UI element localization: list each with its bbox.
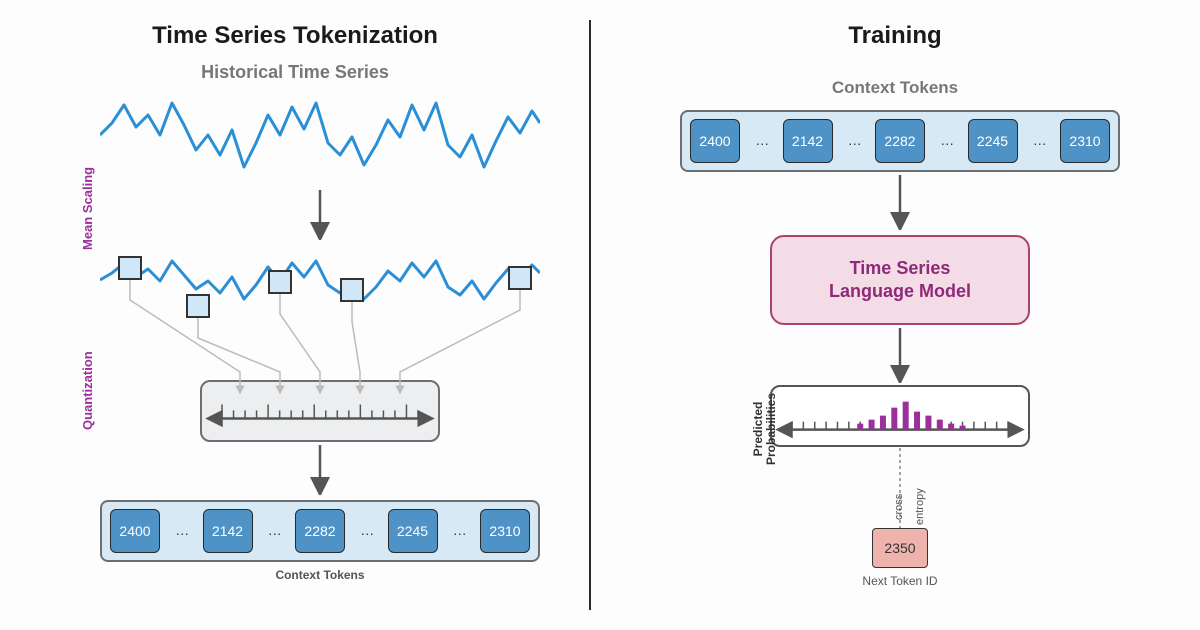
model-box: Time Series Language Model — [770, 235, 1030, 325]
ellipsis: … — [268, 522, 282, 538]
ellipsis: … — [755, 132, 769, 148]
token-box: 2310 — [480, 509, 530, 553]
quant-lines — [0, 0, 600, 460]
entropy-label: entropy — [914, 488, 926, 525]
next-token-caption: Next Token ID — [830, 574, 970, 588]
cross-label: cross — [893, 494, 905, 520]
ellipsis: … — [175, 522, 189, 538]
token-box: 2310 — [1060, 119, 1110, 163]
model-line1: Time Series — [850, 257, 951, 280]
ellipsis: … — [360, 522, 374, 538]
token-box: 2142 — [783, 119, 833, 163]
token-box: 2282 — [875, 119, 925, 163]
next-token-box: 2350 — [872, 528, 928, 568]
token-box: 2142 — [203, 509, 253, 553]
prob-label: Predicted Probabilities — [752, 393, 778, 465]
arrow-tokens-model — [890, 175, 910, 230]
left-tokens-caption: Context Tokens — [100, 568, 540, 582]
model-line2: Language Model — [829, 280, 971, 303]
token-box: 2245 — [968, 119, 1018, 163]
context-tokens-label: Context Tokens — [590, 78, 1200, 98]
token-box: 2245 — [388, 509, 438, 553]
arrow-model-prob — [890, 328, 910, 383]
arrow-quant-tokens — [310, 445, 330, 495]
next-token-value: 2350 — [884, 540, 915, 556]
ellipsis: … — [1033, 132, 1047, 148]
prob-chart — [770, 385, 1030, 447]
ellipsis: … — [848, 132, 862, 148]
right-title: Training — [590, 22, 1200, 50]
ellipsis: … — [940, 132, 954, 148]
token-box: 2400 — [690, 119, 740, 163]
token-box: 2400 — [110, 509, 160, 553]
ellipsis: … — [453, 522, 467, 538]
token-box: 2282 — [295, 509, 345, 553]
